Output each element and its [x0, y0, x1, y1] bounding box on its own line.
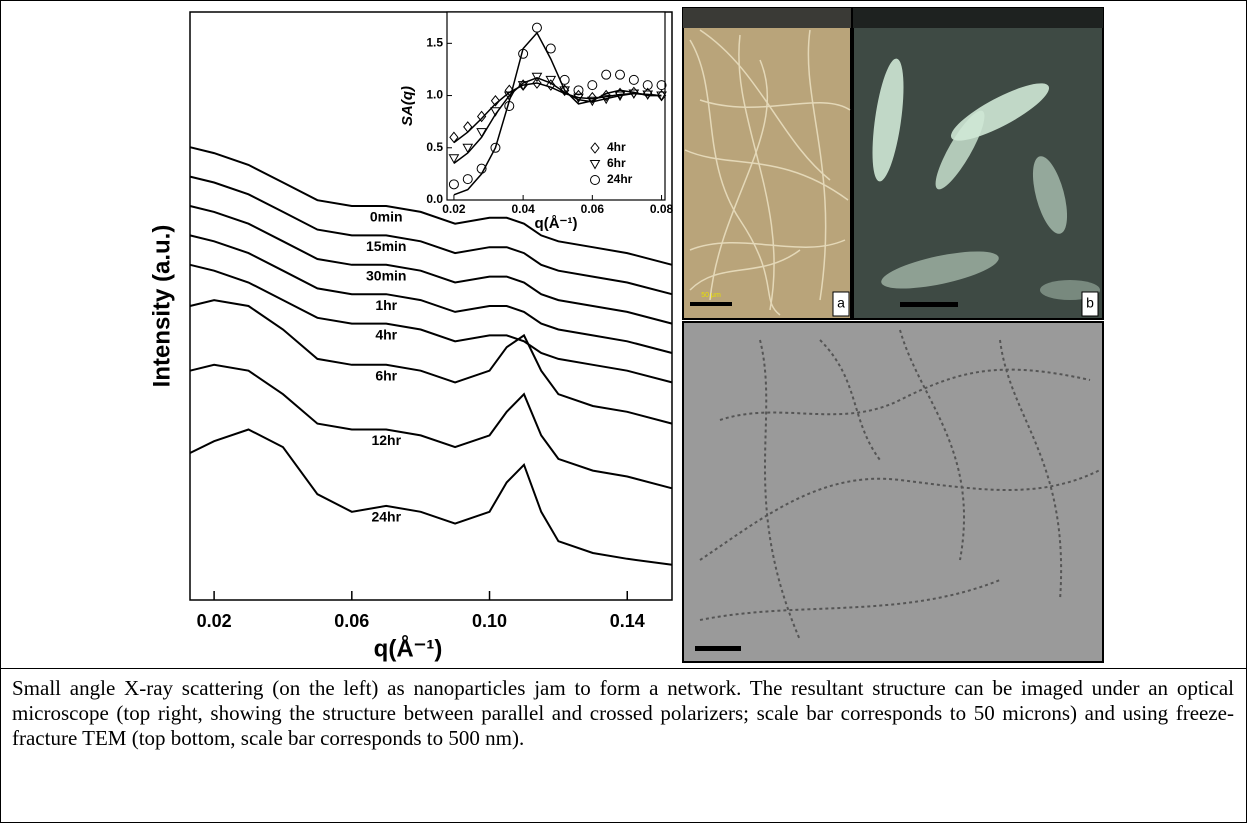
- fit-line: [453, 76, 662, 165]
- marker: [490, 94, 501, 107]
- marker: [545, 43, 556, 54]
- tem-panel: [682, 321, 1104, 663]
- y-axis-label: Intensity (a.u.): [148, 225, 175, 388]
- marker: [573, 85, 584, 96]
- curve-label: 0min: [370, 209, 403, 225]
- curve-label: 24hr: [371, 509, 401, 525]
- marker: [642, 80, 653, 91]
- curve: [189, 263, 673, 384]
- caption: Small angle X-ray scattering (on the lef…: [12, 676, 1234, 750]
- panel-a: 50 μm a: [682, 7, 852, 320]
- panel-label-box: [1081, 291, 1099, 317]
- marker: [531, 72, 543, 83]
- curve: [189, 363, 673, 490]
- panel-label-box: [832, 291, 850, 317]
- inset-y-tick-label: 0.0: [426, 192, 443, 206]
- marker: [448, 179, 459, 190]
- legend-marker: [590, 175, 600, 185]
- x-tick-label: 0.06: [334, 611, 369, 631]
- fibers: [684, 29, 851, 316]
- marker: [601, 69, 612, 80]
- inset-y-tick-label: 1.0: [426, 88, 443, 102]
- inset-x-tick-label: 0.04: [511, 202, 535, 216]
- scale-text: 50 μm: [701, 292, 721, 299]
- legend-label: 4hr: [607, 140, 626, 154]
- panel-b: b: [852, 7, 1104, 320]
- marker: [546, 79, 556, 91]
- image-edge: [683, 8, 851, 28]
- curve-label: 1hr: [375, 297, 397, 313]
- curve-label: 15min: [366, 238, 406, 254]
- marker: [532, 77, 542, 89]
- inset-y-tick-label: 1.5: [426, 36, 443, 50]
- inset-x-tick-label: 0.06: [581, 202, 605, 216]
- curve: [189, 146, 673, 266]
- legend-marker: [589, 160, 601, 170]
- curve: [189, 299, 673, 425]
- x-axis-label: q(Å⁻¹): [374, 634, 443, 662]
- marker: [601, 89, 611, 102]
- curve-label: 6hr: [375, 368, 397, 384]
- marker: [545, 75, 557, 86]
- inset-x-label: q(Å⁻¹): [535, 215, 578, 232]
- inset-y-label: SA(q): [399, 86, 416, 126]
- marker: [656, 80, 667, 91]
- marker: [587, 80, 598, 91]
- inset-frame: [446, 11, 666, 201]
- optical-image: [682, 7, 852, 320]
- marker: [462, 174, 473, 185]
- x-tick-label: 0.02: [197, 611, 232, 631]
- image-edge: [853, 8, 1103, 28]
- marker: [490, 142, 501, 153]
- x-tick-label: 0.14: [610, 611, 645, 631]
- legend-label: 24hr: [607, 172, 633, 186]
- curve: [189, 234, 673, 354]
- curve: [189, 175, 673, 296]
- marker: [628, 74, 639, 85]
- inset-x-tick-label: 0.08: [650, 202, 674, 216]
- curve-label: 4hr: [375, 326, 397, 342]
- panel-label: a: [837, 295, 845, 311]
- marker: [615, 69, 626, 80]
- tem-image: [682, 321, 1104, 663]
- scale-bar: [900, 302, 958, 307]
- tem-strands: [699, 329, 1101, 641]
- crystals: [872, 58, 1100, 300]
- scale-bar: [695, 646, 741, 651]
- panel-label: b: [1086, 295, 1094, 311]
- inset-y-tick-label: 0.5: [426, 140, 443, 154]
- figure: q(Å⁻¹) Intensity (a.u.) q(Å⁻¹) SA(q) 50 …: [148, 7, 1104, 663]
- inset-x-tick-label: 0.02: [442, 202, 466, 216]
- marker: [448, 154, 460, 164]
- scale-bar: [690, 302, 732, 306]
- marker: [587, 91, 597, 104]
- fit-line: [453, 31, 662, 196]
- legend-marker: [590, 142, 600, 154]
- curve: [189, 205, 673, 325]
- curve-label: 12hr: [371, 432, 401, 448]
- curve-label: 30min: [366, 268, 406, 284]
- legend-label: 6hr: [607, 156, 626, 170]
- curve: [189, 428, 673, 566]
- x-tick-label: 0.10: [472, 611, 507, 631]
- marker: [462, 143, 474, 154]
- separator: [0, 668, 1247, 669]
